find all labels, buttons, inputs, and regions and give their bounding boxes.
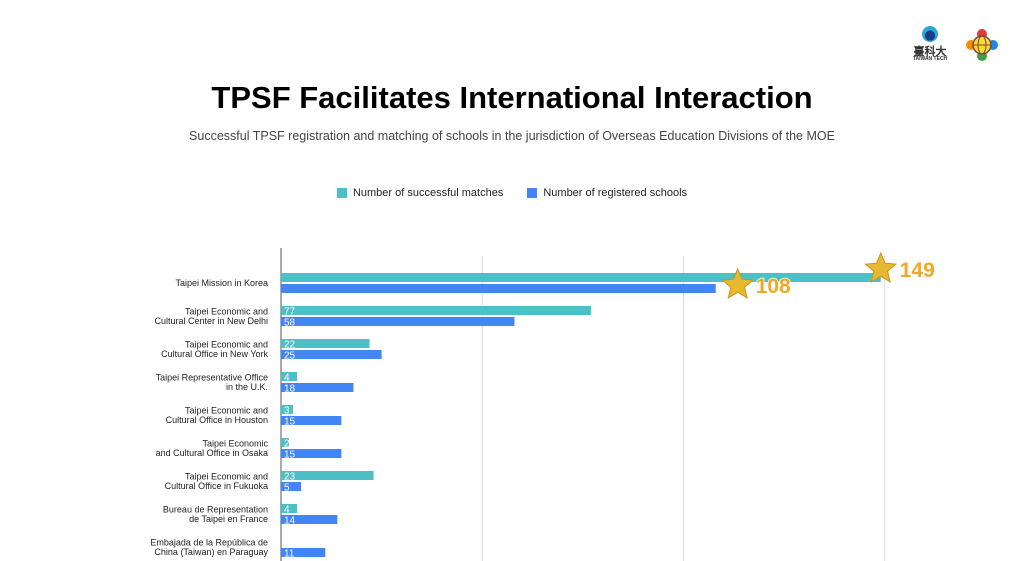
data-label: 14	[284, 516, 296, 527]
callout-value-matches: 149	[900, 259, 935, 282]
bar-matches	[281, 339, 370, 348]
legend-item-matches: Number of successful matches	[336, 187, 504, 199]
taiwan-tech-logo: 臺科大 TAIWAN TECH	[912, 26, 948, 64]
data-label: 25	[284, 351, 296, 362]
data-label: 23	[284, 472, 296, 483]
data-label: 3	[284, 406, 290, 417]
data-label: 18	[284, 384, 296, 395]
category-label: Cultural Office in Fukuoka	[165, 481, 268, 491]
bar-registered	[281, 548, 326, 557]
legend-swatch-matches	[336, 188, 347, 198]
category-label: in the U.K.	[226, 382, 268, 392]
category-label: Taipei Representative Office	[156, 372, 268, 382]
bar-matches	[281, 471, 374, 480]
bar-registered	[281, 416, 342, 425]
data-label: 2	[284, 439, 290, 450]
data-label: 15	[284, 450, 296, 461]
data-label: 4	[284, 505, 290, 516]
category-label: Taipei Economic and	[185, 471, 268, 481]
data-label: 4	[284, 373, 290, 384]
chart-title: TPSF Facilitates International Interacti…	[211, 80, 813, 115]
data-label: 15	[284, 417, 296, 428]
category-label: and Cultural Office in Osaka	[156, 448, 268, 458]
bar-matches	[281, 405, 294, 414]
data-label: 58	[284, 318, 296, 329]
category-label: Cultural Office in New York	[161, 349, 268, 359]
data-label: 77	[284, 307, 296, 318]
bar-matches	[281, 372, 298, 381]
data-label: 5	[284, 483, 290, 494]
category-label: Taipei Economic	[202, 438, 268, 448]
legend-swatch-registered	[527, 188, 538, 198]
chart-legend: Number of successful matches Number of r…	[0, 187, 1024, 199]
category-label: Cultural Office in Houston	[166, 415, 268, 425]
bar-matches	[281, 306, 591, 315]
bar-registered	[281, 350, 382, 359]
bar-chart: Taipei Mission in Korea Taipei Economic a…	[150, 248, 936, 561]
category-label: Cultural Center in New Delhi	[154, 316, 268, 326]
category-label: Embajada de la República de	[150, 537, 268, 547]
logo-caption: TAIWAN TECH	[912, 56, 948, 62]
data-label: 0	[284, 538, 290, 549]
category-label: Bureau de Representation	[163, 504, 268, 514]
category-label: Taipei Mission in Korea	[175, 278, 268, 288]
category-label: China (Taiwan) en Paraguay	[154, 547, 268, 557]
category-label: Taipei Economic and	[185, 339, 268, 349]
bar-registered	[281, 383, 354, 392]
logo-glyph: 臺科大	[913, 45, 947, 58]
star-icon	[721, 267, 755, 299]
callout-value-registered: 108	[756, 275, 791, 298]
bar-matches	[281, 504, 298, 513]
bar-registered	[281, 284, 716, 293]
data-label: 22	[284, 340, 296, 351]
data-label: 11	[284, 549, 295, 560]
category-label: de Taipei en France	[189, 514, 268, 524]
bar-matches	[281, 438, 290, 447]
legend-label-matches: Number of successful matches	[352, 187, 504, 199]
bar-matches	[281, 273, 881, 282]
bar-registered	[281, 317, 515, 326]
category-label: Taipei Economic and	[185, 306, 268, 316]
bar-registered	[281, 449, 342, 458]
bar-registered	[281, 482, 302, 491]
category-label: Taipei Economic and	[185, 405, 268, 415]
legend-label-registered: Number of registered schools	[543, 187, 688, 199]
tpsf-globe-logo	[966, 29, 998, 61]
star-icon	[864, 251, 898, 283]
bar-registered	[281, 515, 338, 524]
logo-group: 臺科大 TAIWAN TECH	[912, 26, 1000, 64]
chart-subtitle: Successful TPSF registration and matchin…	[189, 129, 835, 143]
legend-item-registered: Number of registered schools	[527, 187, 687, 199]
